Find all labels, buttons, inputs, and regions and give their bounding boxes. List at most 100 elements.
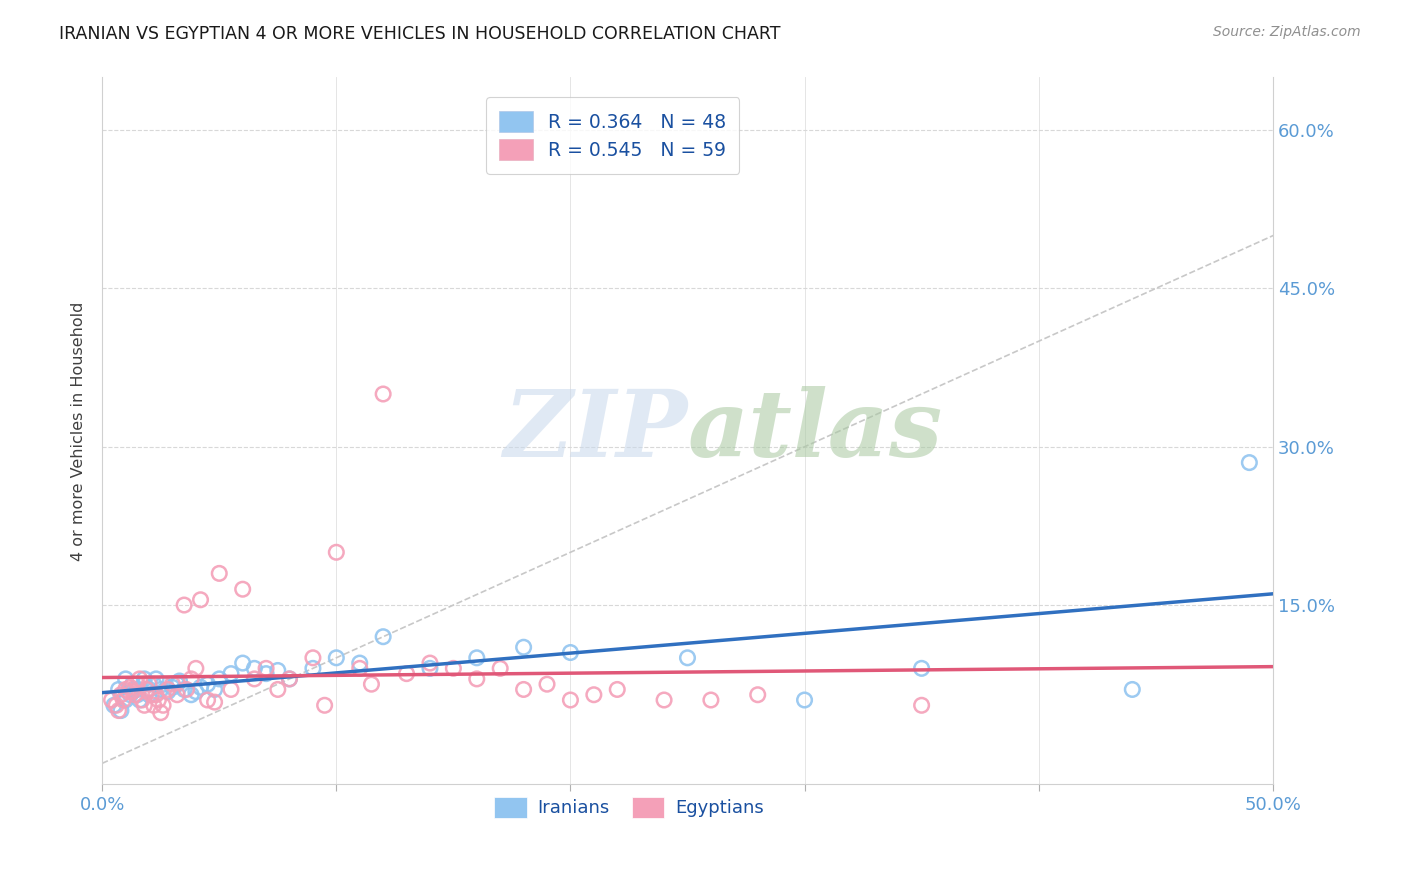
Point bbox=[121, 684, 143, 698]
Point bbox=[512, 640, 534, 655]
Point bbox=[267, 664, 290, 678]
Point bbox=[184, 661, 207, 675]
Point bbox=[232, 582, 254, 597]
Point bbox=[114, 672, 136, 686]
Point bbox=[142, 677, 165, 691]
Point bbox=[145, 672, 167, 686]
Point bbox=[121, 677, 143, 691]
Point bbox=[107, 682, 129, 697]
Point bbox=[131, 693, 153, 707]
Point bbox=[360, 677, 382, 691]
Point bbox=[278, 672, 301, 686]
Point bbox=[190, 681, 212, 695]
Legend: Iranians, Egyptians: Iranians, Egyptians bbox=[486, 789, 770, 825]
Point bbox=[419, 656, 441, 670]
Point bbox=[173, 682, 195, 697]
Point bbox=[169, 673, 191, 688]
Point bbox=[208, 566, 231, 581]
Point bbox=[910, 661, 932, 675]
Point bbox=[110, 704, 132, 718]
Point bbox=[441, 661, 464, 675]
Point bbox=[465, 672, 488, 686]
Point bbox=[1121, 682, 1143, 697]
Point bbox=[127, 688, 149, 702]
Point bbox=[560, 646, 582, 660]
Point bbox=[105, 698, 128, 713]
Point bbox=[117, 684, 139, 698]
Point bbox=[582, 688, 605, 702]
Point bbox=[138, 682, 160, 697]
Point bbox=[156, 684, 179, 698]
Point bbox=[349, 656, 371, 670]
Point bbox=[162, 677, 184, 691]
Point bbox=[314, 698, 336, 713]
Point bbox=[134, 672, 156, 686]
Point bbox=[180, 672, 202, 686]
Point bbox=[652, 693, 675, 707]
Point bbox=[152, 677, 174, 691]
Point bbox=[1239, 456, 1261, 470]
Point bbox=[184, 684, 207, 698]
Point bbox=[120, 688, 142, 702]
Point bbox=[127, 677, 149, 691]
Text: ZIP: ZIP bbox=[503, 386, 688, 476]
Point bbox=[120, 681, 142, 695]
Point bbox=[204, 695, 226, 709]
Point bbox=[254, 661, 277, 675]
Point bbox=[173, 598, 195, 612]
Point bbox=[278, 672, 301, 686]
Point bbox=[325, 545, 347, 559]
Point bbox=[100, 693, 122, 707]
Point bbox=[676, 650, 699, 665]
Point bbox=[208, 672, 231, 686]
Point bbox=[166, 688, 188, 702]
Point bbox=[325, 650, 347, 665]
Point bbox=[176, 682, 198, 697]
Point bbox=[149, 682, 172, 697]
Point bbox=[145, 688, 167, 702]
Point bbox=[135, 682, 157, 697]
Point bbox=[373, 387, 395, 401]
Point bbox=[512, 682, 534, 697]
Point bbox=[138, 688, 160, 702]
Point bbox=[128, 672, 150, 686]
Y-axis label: 4 or more Vehicles in Household: 4 or more Vehicles in Household bbox=[72, 301, 86, 560]
Point bbox=[110, 688, 132, 702]
Point bbox=[197, 677, 219, 691]
Point bbox=[166, 677, 188, 691]
Point bbox=[127, 682, 149, 697]
Point bbox=[190, 592, 212, 607]
Text: Source: ZipAtlas.com: Source: ZipAtlas.com bbox=[1213, 25, 1361, 39]
Point bbox=[349, 661, 371, 675]
Point bbox=[114, 682, 136, 697]
Point bbox=[465, 650, 488, 665]
Point bbox=[149, 706, 172, 720]
Point bbox=[134, 698, 156, 713]
Point bbox=[232, 656, 254, 670]
Point bbox=[156, 682, 179, 697]
Point bbox=[204, 682, 226, 697]
Point bbox=[197, 693, 219, 707]
Point bbox=[114, 693, 136, 707]
Point bbox=[162, 681, 184, 695]
Point bbox=[107, 704, 129, 718]
Point bbox=[243, 672, 266, 686]
Point bbox=[243, 661, 266, 675]
Point bbox=[112, 693, 135, 707]
Point bbox=[302, 650, 325, 665]
Point bbox=[700, 693, 723, 707]
Point bbox=[128, 693, 150, 707]
Point bbox=[536, 677, 558, 691]
Point bbox=[138, 677, 160, 691]
Point bbox=[395, 666, 418, 681]
Point bbox=[606, 682, 628, 697]
Point bbox=[373, 630, 395, 644]
Point bbox=[560, 693, 582, 707]
Point bbox=[148, 693, 170, 707]
Text: atlas: atlas bbox=[688, 386, 943, 476]
Point bbox=[910, 698, 932, 713]
Point bbox=[103, 698, 125, 713]
Point bbox=[254, 666, 277, 681]
Point bbox=[793, 693, 815, 707]
Point bbox=[419, 661, 441, 675]
